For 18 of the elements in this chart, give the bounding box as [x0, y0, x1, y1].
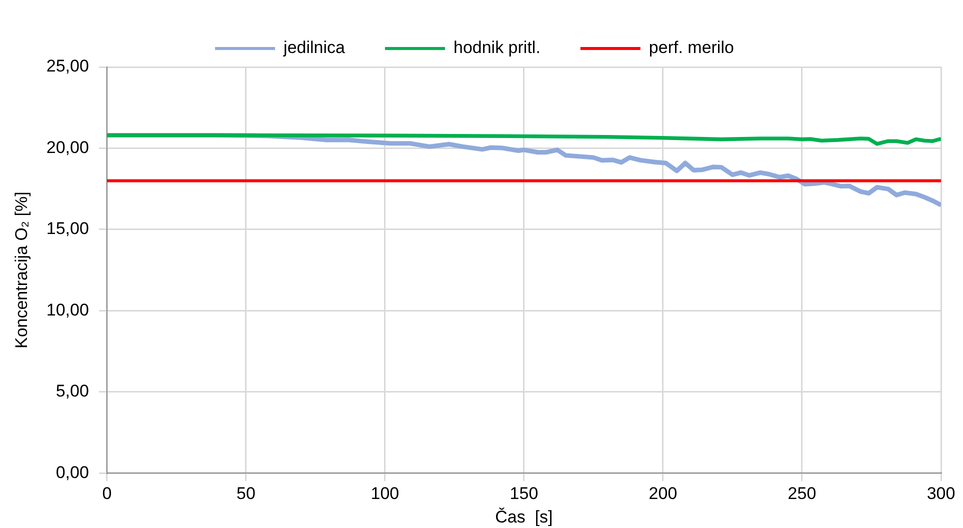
x-tick-label: 150: [510, 484, 538, 504]
y-tick-label: 20,00: [46, 138, 89, 157]
legend-label: perf. merilo: [648, 38, 734, 58]
x-tick-label: 250: [788, 484, 816, 504]
x-tick-label: 50: [236, 484, 256, 504]
x-tick-label: 100: [370, 484, 400, 504]
y-axis-title: Koncentracija O₂ [%]: [12, 192, 31, 349]
x-axis-title: Čas [s]: [495, 507, 553, 526]
y-tick-label: 5,00: [56, 382, 89, 401]
x-tick-label: 300: [926, 484, 956, 504]
x-tick-label: 200: [648, 484, 678, 504]
y-tick-label: 10,00: [46, 300, 89, 320]
y-tick-label: 25,00: [46, 56, 89, 76]
y-tick-label: 15,00: [46, 219, 89, 238]
x-tick-label: 0: [102, 484, 112, 504]
legend-label: jedilnica: [282, 38, 346, 58]
y-tick-label: 0,00: [56, 462, 89, 482]
legend-label: hodnik pritl.: [453, 38, 540, 58]
